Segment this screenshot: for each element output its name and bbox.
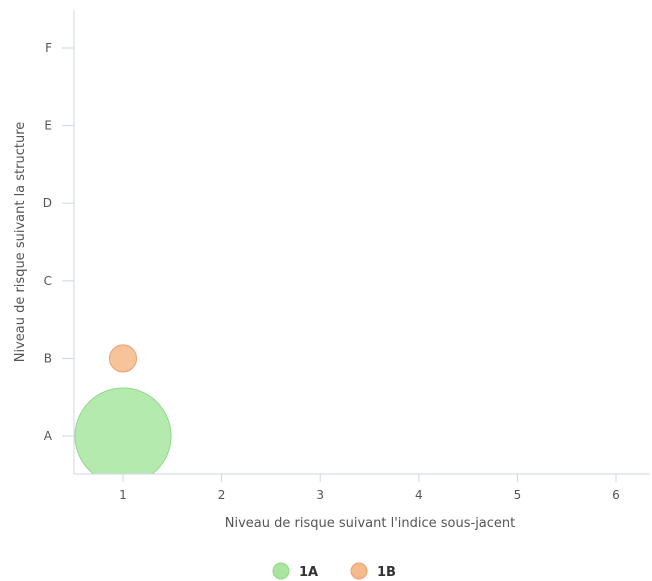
y-tick-label: D	[43, 196, 52, 210]
y-tick-label: B	[44, 351, 52, 365]
legend-marker	[272, 562, 290, 580]
y-tick-label: C	[44, 274, 52, 288]
legend-item-1a[interactable]: 1A	[272, 562, 318, 580]
x-tick-label: 4	[415, 488, 423, 502]
x-tick-label: 2	[218, 488, 226, 502]
x-tick-label: 6	[612, 488, 620, 502]
axes	[62, 10, 650, 482]
y-tick-label: E	[44, 119, 52, 133]
legend-label: 1A	[299, 565, 318, 580]
plot-area	[74, 344, 172, 484]
x-tick-label: 1	[119, 488, 127, 502]
y-axis-title: Niveau de risque suivant la structure	[13, 122, 28, 363]
y-tick-label: F	[45, 41, 52, 55]
y-tick-label: A	[44, 429, 53, 443]
legend: 1A 1B	[272, 562, 396, 580]
legend-marker	[350, 562, 368, 580]
x-tick-label: 5	[514, 488, 522, 502]
tick-labels: 1 2 3 4 5 6 A B C D E F	[43, 41, 620, 502]
x-tick-label: 3	[316, 488, 324, 502]
x-axis-title: Niveau de risque suivant l'indice sous-j…	[225, 516, 516, 531]
bubble-1b[interactable]	[108, 344, 138, 373]
legend-item-1b[interactable]: 1B	[350, 562, 396, 580]
legend-label: 1B	[377, 565, 396, 580]
bubble-1a[interactable]	[74, 387, 172, 484]
